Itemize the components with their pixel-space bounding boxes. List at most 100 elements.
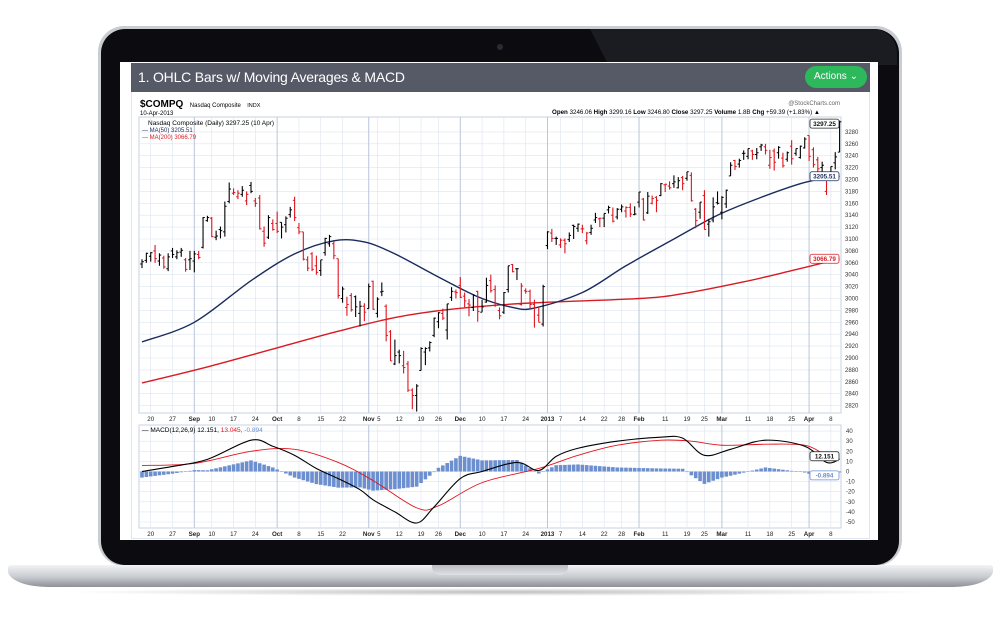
macd-histogram-bar [654,468,659,472]
price-panel [138,116,842,414]
macd-histogram-bar [550,467,554,472]
macd-histogram-bar [667,468,672,472]
macd-tag: 12.151 [815,454,835,461]
macd-histogram-bar [759,468,763,472]
price-tick-label: 2940 [845,332,859,338]
date-tick-label: 8 [297,531,301,538]
macd-histogram-bar [685,471,689,473]
camera-icon [497,44,503,50]
macd-histogram-bar [366,471,371,490]
macd-histogram-bar [502,460,506,472]
date-tick-label: 14 [579,416,586,423]
macd-histogram-bar [506,460,511,472]
date-tick-label: Feb [634,416,645,423]
date-tick-label: 10 [479,531,486,538]
macd-histogram-bar [144,471,149,478]
date-tick-label: Nov [363,416,375,423]
price-tick-label: 3040 [845,273,859,279]
macd-histogram-bar [454,458,458,472]
macd-histogram-bar [209,469,214,472]
macd-histogram-bar [179,471,184,473]
price-tick-label: 3080 [845,249,859,255]
macd-histogram-bar [772,468,776,472]
macd-histogram-bar [419,471,423,484]
exchange: INDX [247,103,260,109]
macd-histogram-bar [837,471,842,473]
date-tick-label: 2013 [541,416,555,423]
macd-histogram-bar [284,471,288,474]
symbol-heading: $COMPQ Nasdaq Composite INDX [140,94,261,111]
macd-histogram-bar [536,471,541,474]
macd-histogram-bar [763,467,768,472]
macd-histogram-bar [401,471,406,489]
macd-tick-label: -10 [846,480,855,486]
high-label: High [594,109,608,116]
price-tick-label: 2980 [845,308,859,314]
macd-histogram-bar [698,471,702,482]
macd-histogram-bar [510,460,515,472]
date-tick-label: Mar [716,416,728,423]
date-tick-label: 17 [500,416,507,423]
macd-histogram-bar [410,471,415,488]
date-tick-label: 18 [766,416,773,423]
macd-tick-label: 40 [846,429,853,435]
laptop-shadow [60,588,940,596]
macd-histogram-bar [480,460,484,472]
date-tick-label: 27 [169,416,176,423]
macd-histogram-bar [467,457,471,472]
macd-histogram-bar [598,466,602,472]
macd-histogram-bar [576,464,580,472]
date-tick-label: 2013 [541,531,555,538]
date-tick-label: 11 [745,531,752,538]
date-tick-label: 25 [788,531,795,538]
macd-histogram-bar [205,470,210,472]
price-tick-label: 3140 [845,213,859,219]
macd-histogram-bar [288,471,293,476]
macd-histogram-bar [807,471,811,474]
date-tick-label: 19 [684,531,691,538]
macd-histogram-bar [593,465,598,472]
macd-histogram-bar [393,471,397,490]
macd-histogram-bar [711,471,715,481]
macd-histogram-bar [192,470,197,472]
macd-histogram-bar [240,462,245,472]
price-tick-label: 2820 [845,404,859,410]
macd-histogram-bar [231,464,236,472]
macd-panel [138,424,842,529]
price-tick-label: 3280 [845,130,859,136]
date-tick-label: Apr [804,416,815,423]
hist-tag-box [809,470,840,481]
macd-histogram-bar [475,459,480,472]
bezel-glare [590,29,897,65]
macd-tick-label: -50 [846,520,855,526]
open-value: 3246.06 [570,109,593,116]
price-tick-label: 2920 [845,344,859,350]
macd-histogram-bar [310,471,314,483]
macd-histogram-bar [776,469,781,472]
chg-label: Chg [752,109,764,116]
macd-histogram-bar [484,460,489,472]
macd-histogram-bar [615,467,620,472]
date-tick-label: 19 [418,531,425,538]
macd-histogram-bar [754,469,759,472]
actions-button[interactable]: Actions ⌄ [805,66,867,88]
macd-histogram-bar [196,470,201,472]
macd-histogram-bar [733,471,737,475]
macd-histogram-bar [493,460,497,472]
macd-histogram-bar [632,467,637,472]
macd-histogram-bar [201,470,205,472]
macd-histogram-bar [432,471,436,473]
date-tick-label: 19 [684,416,691,423]
date-tick-label: 18 [766,531,773,538]
macd-histogram-bar [672,468,676,472]
date-tick-label: 11 [745,416,752,423]
macd-histogram-bar [693,471,698,479]
legend-ma50: — MA(50) 3205.51 [142,128,193,134]
date-tick-label: 12 [396,531,403,538]
macd-histogram-bar [170,471,175,474]
macd-tag-box [809,451,840,462]
macd-histogram-bar [362,471,367,489]
macd-histogram-bar [332,471,336,487]
ma200-tag-box [809,253,840,264]
